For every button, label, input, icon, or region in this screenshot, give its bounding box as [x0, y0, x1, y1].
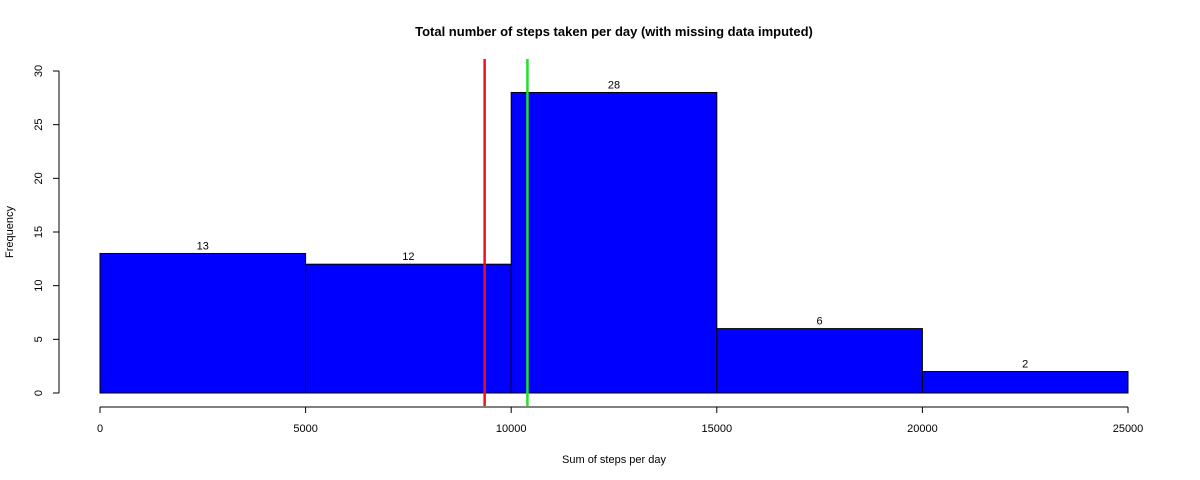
histogram-bar — [305, 263, 512, 394]
bar-count-label: 2 — [1022, 359, 1028, 371]
chart-title: Total number of steps taken per day (wit… — [415, 24, 813, 39]
reference-lines-layer — [483, 59, 529, 406]
y-tick-label: 0 — [33, 390, 45, 396]
x-tick-label: 25000 — [1113, 423, 1144, 435]
y-tick-label: 30 — [33, 65, 45, 77]
y-tick-label: 10 — [33, 280, 45, 292]
histogram-bar — [510, 91, 718, 394]
histogram-bar — [716, 328, 923, 394]
histogram-bar — [99, 252, 307, 394]
bar-count-label: 12 — [402, 251, 414, 263]
x-axis: 0 5000 10000 15000 20000 25000 — [97, 406, 1144, 435]
y-axis-label: Frequency — [4, 206, 16, 258]
x-tick-label: 10000 — [496, 423, 527, 435]
x-tick-label: 15000 — [702, 423, 733, 435]
y-tick-label: 25 — [33, 119, 45, 131]
bar-count-label: 6 — [817, 316, 823, 328]
y-tick-label: 20 — [33, 172, 45, 184]
bar-count-label: 13 — [197, 240, 209, 252]
y-tick-label: 5 — [33, 336, 45, 342]
x-axis-label: Sum of steps per day — [562, 454, 666, 466]
histogram-bar — [921, 371, 1129, 394]
bar-count-label: 28 — [608, 79, 620, 91]
x-tick-label: 5000 — [293, 423, 317, 435]
x-tick-label: 20000 — [907, 423, 938, 435]
bars-layer: 13 12 28 6 2 — [99, 79, 1129, 394]
y-tick-label: 15 — [33, 226, 45, 238]
y-axis: 0 5 10 15 20 25 30 — [33, 65, 60, 396]
x-tick-label: 0 — [97, 423, 103, 435]
